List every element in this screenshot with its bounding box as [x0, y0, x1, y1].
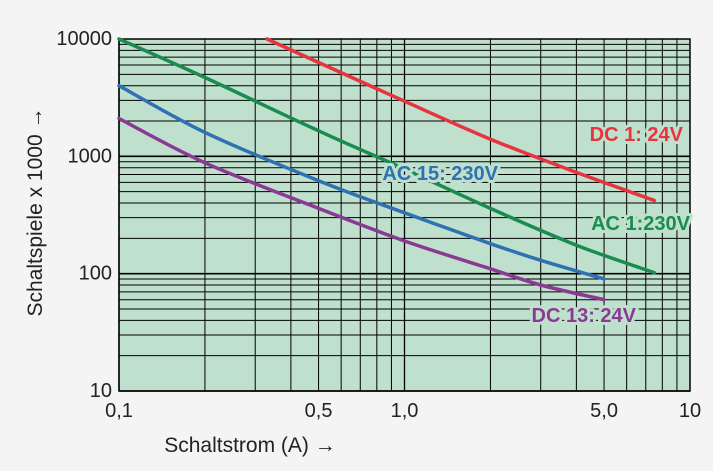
- series-label-4: DC 13: 24V: [532, 305, 637, 327]
- series-label-1: DC 1: 24V: [590, 124, 684, 146]
- y-axis-title: Schaltspiele x 1000 →: [24, 108, 47, 317]
- series-label-2: AC 1:230V: [591, 213, 691, 235]
- x-tick-label: 10: [679, 400, 701, 422]
- y-tick-label: 10000: [56, 28, 112, 50]
- series-line-3: [117, 83, 606, 281]
- y-tick-label: 10: [90, 380, 112, 402]
- x-tick-label: 0,1: [105, 400, 133, 422]
- series-line-2: [117, 37, 657, 275]
- x-tick-label: 0,5: [305, 400, 333, 422]
- x-tick-label: 1,0: [391, 400, 419, 422]
- x-axis-title: Schaltstrom (A) →: [164, 434, 336, 457]
- series-line-4: [117, 116, 606, 302]
- series-label-3: AC 15: 230V: [382, 163, 498, 185]
- x-tick-label: 5,0: [590, 400, 618, 422]
- y-tick-label: 100: [79, 263, 112, 285]
- y-tick-label: 1000: [68, 145, 113, 167]
- plot-border: [118, 38, 691, 392]
- series-line-1: [265, 37, 657, 203]
